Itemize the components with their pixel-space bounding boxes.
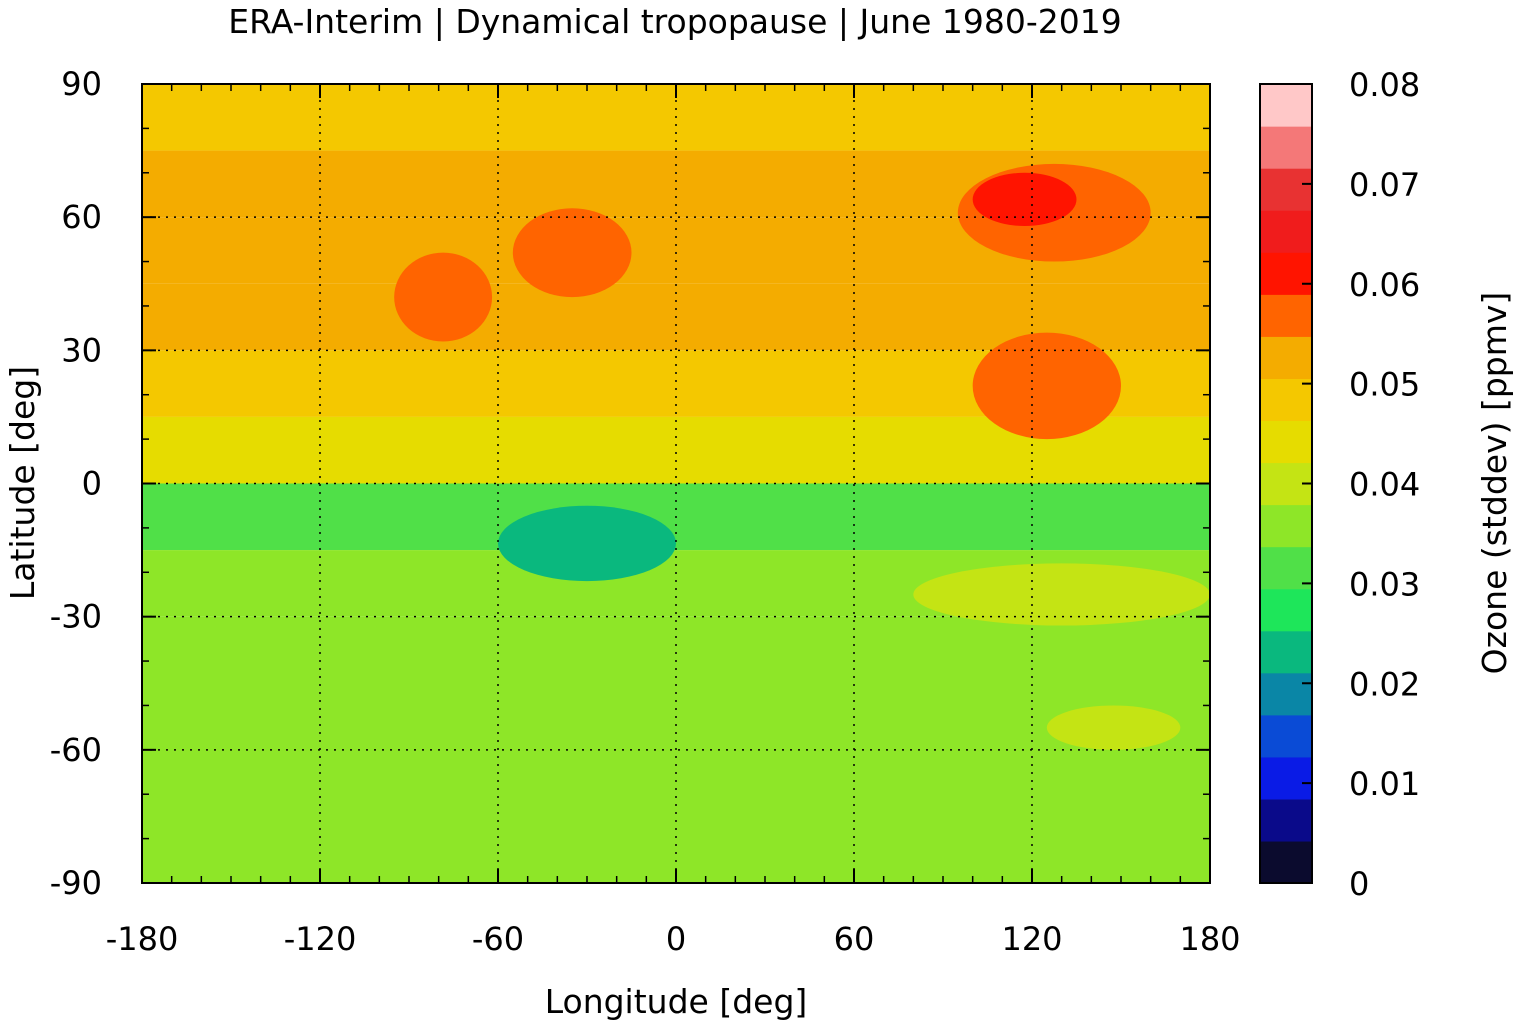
colorbar-ticks: 0.08 0.07 0.06 0.05 0.04 0.03 0.02 0.01 0 [1302, 66, 1420, 903]
colorbar-swatch [1260, 756, 1312, 800]
chart-title: ERA-Interim | Dynamical tropopause | Jun… [228, 2, 1122, 41]
colorbar-swatch [1260, 84, 1312, 127]
colorbar-tick-label: 0.05 [1349, 366, 1420, 404]
colorbar-swatch [1260, 420, 1312, 464]
colorbar-swatch [1260, 168, 1312, 211]
colorbar-swatch [1260, 336, 1312, 379]
colorbar-tick-label: 0.04 [1349, 466, 1420, 504]
colorbar-swatch [1260, 672, 1312, 716]
field-feature-1 [972, 172, 1077, 227]
y-tick-label: -90 [50, 864, 102, 902]
x-axis-label: Longitude [deg] [545, 982, 808, 1021]
grid [142, 84, 1210, 883]
y-axis-label: Latitude [deg] [3, 366, 42, 600]
colorbar-swatch [1260, 210, 1312, 253]
colorbar-swatch [1260, 378, 1312, 422]
y-tick-label: 30 [61, 331, 102, 369]
colorbar-swatch [1260, 588, 1312, 632]
colorbar-tick-label: 0.06 [1349, 266, 1420, 304]
x-tick-label: 180 [1179, 920, 1240, 958]
x-tick-label: 60 [834, 920, 875, 958]
x-tick-label: 0 [666, 920, 686, 958]
colorbar-swatch [1260, 714, 1312, 758]
y-tick-label: 60 [61, 198, 102, 236]
y-tick-label: -60 [50, 731, 102, 769]
colorbar-swatch [1260, 798, 1312, 842]
colorbar-tick-label: 0.03 [1349, 565, 1420, 603]
colorbar-tick-label: 0.07 [1349, 166, 1420, 204]
x-tick-label: -120 [284, 920, 357, 958]
colorbar-swatch [1260, 504, 1312, 548]
x-tick-label: -60 [472, 920, 524, 958]
colorbar-swatch [1260, 630, 1312, 674]
colorbar-tick-label: 0.01 [1349, 765, 1420, 803]
colorbar-swatch [1260, 126, 1312, 169]
field-feature-5 [498, 505, 676, 582]
colorbar-swatch [1260, 546, 1312, 590]
x-tick-label: 120 [1001, 920, 1062, 958]
colorbar-tick-label: 0.02 [1349, 665, 1420, 703]
field-feature-3 [394, 252, 493, 342]
y-tick-label: 0 [82, 465, 102, 503]
y-axis: 90 60 30 0 -30 -60 -90 [50, 65, 1210, 902]
colorbar-tick-label: 0.08 [1349, 66, 1420, 104]
colorbar-tick-label: 0 [1349, 865, 1369, 903]
x-axis: -180 -120 -60 0 60 120 180 [106, 84, 1241, 958]
colorbar [1260, 84, 1312, 884]
y-tick-label: 90 [61, 65, 102, 103]
colorbar-swatch [1260, 840, 1312, 884]
x-tick-label: -180 [106, 920, 179, 958]
colorbar-swatch [1260, 294, 1312, 337]
colorbar-swatch [1260, 252, 1312, 295]
y-tick-label: -30 [50, 598, 102, 636]
colorbar-label: Ozone (stddev) [ppmv] [1475, 292, 1514, 675]
field-feature-6 [913, 563, 1210, 626]
field-feature-4 [972, 332, 1121, 440]
field-feature-2 [512, 208, 632, 298]
field-feature-7 [1046, 705, 1181, 750]
